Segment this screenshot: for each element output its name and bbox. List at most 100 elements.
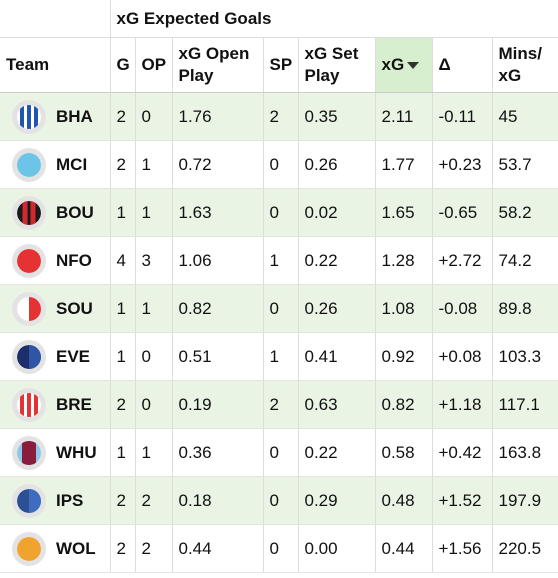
header-text: OP xyxy=(141,55,167,74)
column-header: xG Set Play xyxy=(297,37,375,93)
cell: 0.51 xyxy=(171,332,263,381)
team-row: MCI 2 1 0.72 0 0.26 1.77 +0.23 53.7 xyxy=(0,140,558,189)
cell: 1 xyxy=(134,428,172,477)
team-name: NFO xyxy=(56,250,92,270)
cell: 197.9 xyxy=(491,476,558,525)
cell: 0.22 xyxy=(297,236,375,285)
team-name: BRE xyxy=(56,394,92,414)
cell: 0.48 xyxy=(374,476,432,525)
team-cell: WOL xyxy=(0,524,110,573)
team-cell: EVE xyxy=(0,332,110,381)
cell: 2 xyxy=(262,92,298,141)
cell: +0.42 xyxy=(431,428,492,477)
cell: 2 xyxy=(134,476,172,525)
header-text: Δ xyxy=(438,55,451,74)
cell: 0.00 xyxy=(297,524,375,573)
cell: 0 xyxy=(262,476,298,525)
team-name: EVE xyxy=(56,346,91,366)
cell: 0 xyxy=(262,284,298,333)
cell: 0.36 xyxy=(171,428,263,477)
team-badge xyxy=(12,147,46,182)
team-row: WOL 2 2 0.44 0 0.00 0.44 +1.56 220.5 xyxy=(0,524,558,573)
cell: 2 xyxy=(109,92,135,141)
cell: 3 xyxy=(134,236,172,285)
cell: +1.52 xyxy=(431,476,492,525)
cell: 0.82 xyxy=(374,380,432,429)
column-header: xG xyxy=(374,37,432,93)
cell: 0 xyxy=(134,92,172,141)
cell: 0.82 xyxy=(171,284,263,333)
sort-indicator xyxy=(407,62,420,70)
cell: 0 xyxy=(262,524,298,573)
team-cell: BRE xyxy=(0,380,110,429)
team-row: WHU 1 1 0.36 0 0.22 0.58 +0.42 163.8 xyxy=(0,428,558,477)
cell: 2.11 xyxy=(374,92,432,141)
cell: 1 xyxy=(109,428,135,477)
cell: 163.8 xyxy=(491,428,558,477)
column-header: G xyxy=(109,37,135,93)
cell: 2 xyxy=(262,380,298,429)
cell: 0.26 xyxy=(297,284,375,333)
cell: 2 xyxy=(109,140,135,189)
team-name: WHU xyxy=(56,442,97,462)
cell: 0.18 xyxy=(171,476,263,525)
cell: 0 xyxy=(262,140,298,189)
cell: 0 xyxy=(262,428,298,477)
header-text: Mins/ xG xyxy=(498,44,542,85)
cell: 117.1 xyxy=(491,380,558,429)
team-row: EVE 1 0 0.51 1 0.41 0.92 +0.08 103.3 xyxy=(0,332,558,381)
cell: 1 xyxy=(109,332,135,381)
group-header: xG Expected Goals xyxy=(109,0,558,38)
team-row: NFO 4 3 1.06 1 0.22 1.28 +2.72 74.2 xyxy=(0,236,558,285)
team-cell: SOU xyxy=(0,284,110,333)
team-cell: NFO xyxy=(0,236,110,285)
header-text: SP xyxy=(269,55,293,74)
team-badge xyxy=(12,99,46,134)
column-header: Mins/ xG xyxy=(491,37,558,93)
cell: 0.72 xyxy=(171,140,263,189)
cell: +1.56 xyxy=(431,524,492,573)
cell: 1 xyxy=(262,236,298,285)
team-name: WOL xyxy=(56,538,96,558)
team-cell: WHU xyxy=(0,428,110,477)
team-name: IPS xyxy=(56,490,84,510)
team-header: Team xyxy=(0,37,110,93)
cell: 0.02 xyxy=(297,188,375,237)
cell: 2 xyxy=(109,524,135,573)
cell: 2 xyxy=(109,476,135,525)
cell: 1.76 xyxy=(171,92,263,141)
header-text: Team xyxy=(6,55,50,74)
cell: 1.08 xyxy=(374,284,432,333)
cell: 0.44 xyxy=(171,524,263,573)
header-text: G xyxy=(116,55,130,74)
cell: 0.35 xyxy=(297,92,375,141)
cell: 1 xyxy=(134,140,172,189)
cell: 0.29 xyxy=(297,476,375,525)
team-badge xyxy=(12,339,46,374)
team-row: IPS 2 2 0.18 0 0.29 0.48 +1.52 197.9 xyxy=(0,476,558,525)
cell: 103.3 xyxy=(491,332,558,381)
empty-header xyxy=(0,0,110,38)
cell: 1 xyxy=(134,284,172,333)
team-badge xyxy=(12,435,46,470)
team-badge xyxy=(12,291,46,326)
cell: 0 xyxy=(134,380,172,429)
cell: 1 xyxy=(134,188,172,237)
table-body: BHA 2 0 1.76 2 0.35 2.11 -0.11 45 MCI 2 1 0.72 0 0.26 1… xyxy=(0,92,558,573)
cell: 0.19 xyxy=(171,380,263,429)
cell: 0.92 xyxy=(374,332,432,381)
cell: 89.8 xyxy=(491,284,558,333)
cell: -0.08 xyxy=(431,284,492,333)
team-name: BOU xyxy=(56,202,94,222)
cell: 1.63 xyxy=(171,188,263,237)
cell: 1.77 xyxy=(374,140,432,189)
team-cell: MCI xyxy=(0,140,110,189)
cell: +1.18 xyxy=(431,380,492,429)
header-text: xG xyxy=(381,55,405,74)
team-row: BRE 2 0 0.19 2 0.63 0.82 +1.18 117.1 xyxy=(0,380,558,429)
team-cell: BOU xyxy=(0,188,110,237)
cell: -0.65 xyxy=(431,188,492,237)
team-name: MCI xyxy=(56,154,88,174)
team-row: SOU 1 1 0.82 0 0.26 1.08 -0.08 89.8 xyxy=(0,284,558,333)
